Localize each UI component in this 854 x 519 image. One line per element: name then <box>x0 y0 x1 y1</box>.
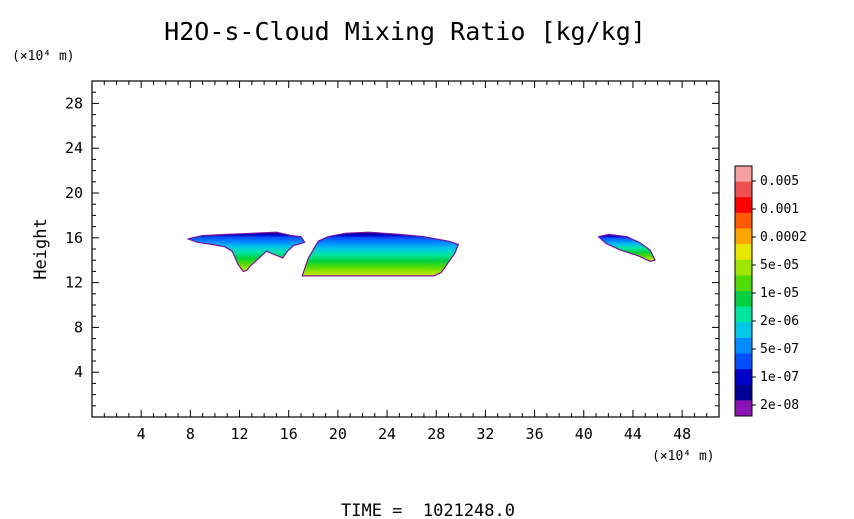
colorbar-swatch <box>735 384 752 401</box>
colorbar-swatch <box>735 181 752 198</box>
colorbar-swatch <box>735 369 752 386</box>
colorbar-swatch <box>735 212 752 229</box>
y-tick-label: 8 <box>74 318 83 336</box>
x-tick-label: 20 <box>329 425 347 443</box>
colorbar: 0.005 0.001 0.0002 5e-05 1e-05 2e-06 5e-07 1e-0… <box>734 165 807 417</box>
colorbar-swatch <box>735 244 752 261</box>
colorbar-swatch <box>735 322 752 339</box>
colorbar-swatch <box>735 228 752 245</box>
x-tick-labels: 4 8 12 16 20 24 28 32 36 40 44 48 <box>137 425 691 443</box>
colorbar-swatch <box>735 337 752 354</box>
colorbar-label: 5e-05 <box>760 258 799 273</box>
colorbar-frame <box>734 165 753 417</box>
colorbar-swatch <box>735 259 752 276</box>
x-tick-label: 4 <box>137 425 146 443</box>
y-tick-label: 24 <box>65 139 83 157</box>
colorbar-label: 0.0002 <box>760 230 807 245</box>
colorbar-label: 0.001 <box>760 202 799 217</box>
chart-title: H2O-s-Cloud Mixing Ratio [kg/kg] <box>164 17 646 46</box>
colorbar-swatch <box>735 400 752 417</box>
cloud-central <box>301 231 459 277</box>
x-axis-unit: (×10⁴ m) <box>652 449 715 464</box>
cloud-fields <box>187 231 656 277</box>
x-tick-label: 44 <box>624 425 642 443</box>
x-tick-label: 36 <box>526 425 544 443</box>
y-tick-label: 20 <box>65 184 83 202</box>
x-tick-label: 8 <box>186 425 195 443</box>
x-tick-label: 48 <box>673 425 691 443</box>
y-tick-labels: 4 8 12 16 20 24 28 <box>65 94 83 381</box>
y-axis-label: Height <box>31 218 51 279</box>
y-tick-label: 16 <box>65 229 83 247</box>
cloud-west <box>187 231 306 272</box>
x-tick-label: 12 <box>230 425 248 443</box>
colorbar-label: 1e-05 <box>760 286 799 301</box>
colorbar-label: 5e-07 <box>760 342 799 357</box>
x-tick-label: 16 <box>280 425 298 443</box>
y-tick-label: 28 <box>65 94 83 112</box>
cloud-east <box>597 233 656 262</box>
colorbar-swatch <box>735 306 752 323</box>
y-tick-label: 4 <box>74 363 83 381</box>
colorbar-swatch <box>735 291 752 307</box>
colorbar-label: 1e-07 <box>760 370 799 385</box>
colorbar-label: 2e-06 <box>760 314 799 329</box>
x-tick-label: 24 <box>378 425 396 443</box>
x-tick-label: 32 <box>476 425 494 443</box>
axis-ticks <box>92 81 719 417</box>
y-axis-unit: (×10⁴ m) <box>12 49 75 64</box>
colorbar-label: 2e-08 <box>760 398 799 413</box>
colorbar-swatch <box>735 275 752 292</box>
colorbar-label: 0.005 <box>760 174 799 189</box>
x-tick-label: 40 <box>575 425 593 443</box>
colorbar-swatch <box>735 353 752 370</box>
colorbar-swatch <box>735 197 752 214</box>
y-tick-label: 12 <box>65 274 83 292</box>
x-tick-label: 28 <box>427 425 445 443</box>
time-label: TIME = 1021248.0 <box>341 501 515 519</box>
colorbar-swatch <box>735 166 752 182</box>
